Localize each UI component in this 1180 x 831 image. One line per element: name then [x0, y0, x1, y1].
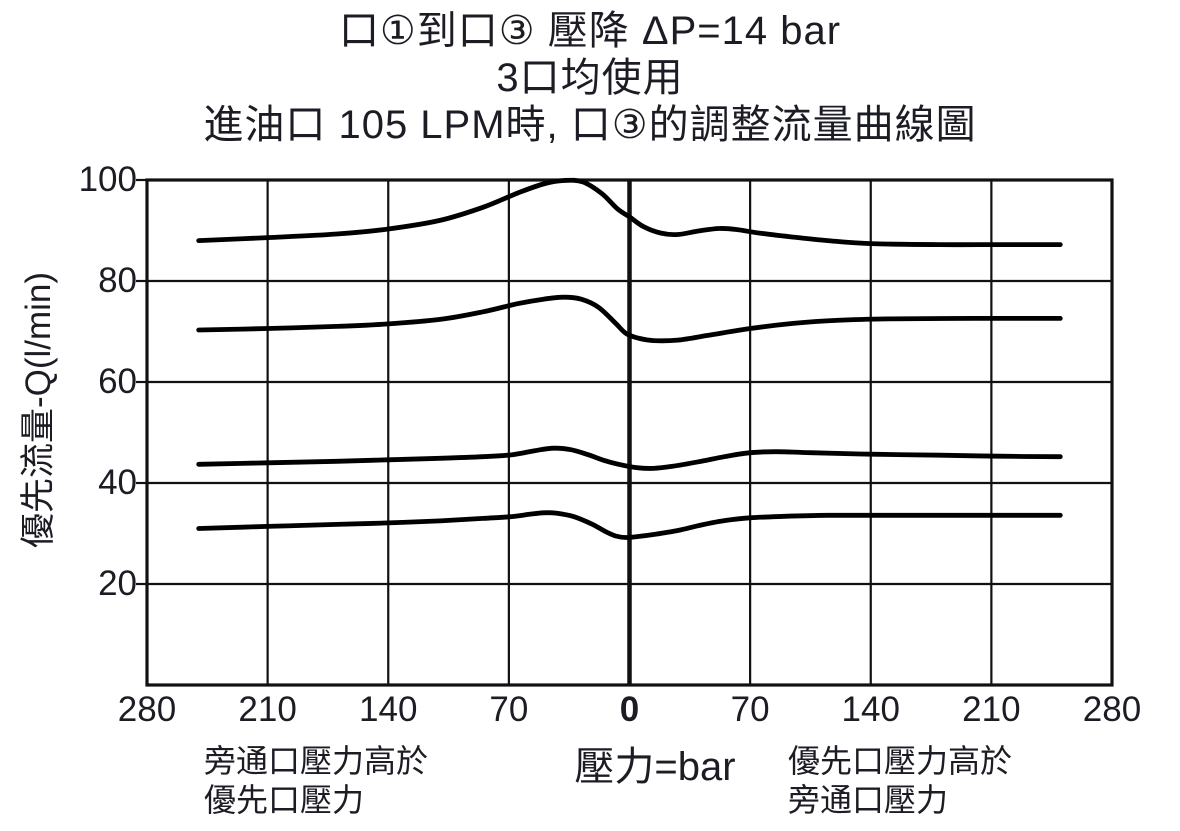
flow-curve-setting-3	[196, 294, 1063, 344]
plot-border	[145, 178, 1114, 687]
x-tick-label-right-210: 210	[962, 690, 1021, 729]
flow-curve-setting-2	[196, 445, 1063, 471]
x-tick-label-0: 0	[619, 690, 640, 729]
x-tick-label-right-280: 280	[1082, 690, 1142, 729]
y-tick-label-40: 40	[98, 463, 137, 502]
y-tick-label-60: 60	[98, 362, 137, 401]
x-tick-label-left-140: 140	[359, 690, 418, 729]
y-tick-label-100: 100	[78, 160, 137, 199]
flow-curve-setting-4-highest-flow	[196, 177, 1063, 248]
annotation-left-line-2: 優先口壓力	[204, 782, 365, 818]
x-tick-label-left-280: 280	[117, 690, 177, 729]
annotation-right-line-1: 優先口壓力高於	[788, 743, 1013, 779]
x-tick-label-left-210: 210	[238, 690, 297, 729]
annotation-left-line-1: 旁通口壓力高於	[204, 743, 429, 779]
x-tick-label-right-140: 140	[841, 690, 900, 729]
chart-title: 口①到口③ 壓降 ΔP=14 bar 3口均使用 進油口 105 LPM時, 口…	[0, 8, 1180, 149]
flow-curve-setting-1-lowest-flow	[196, 510, 1063, 540]
chart-title-line-2: 3口均使用	[496, 56, 684, 100]
annotation-priority-pressure-higher: 優先口壓力高於 旁通口壓力	[788, 742, 1012, 820]
x-tick-label-right-70: 70	[730, 690, 770, 729]
x-tick-label-left-70: 70	[489, 690, 529, 729]
x-axis-title: 壓力=bar	[574, 745, 736, 789]
y-tick-label-20: 20	[98, 564, 137, 603]
annotation-right-line-2: 旁通口壓力	[788, 782, 949, 818]
chart-title-line-3: 進油口 105 LPM時, 口③的調整流量曲線圖	[203, 103, 977, 147]
y-tick-label-80: 80	[98, 261, 137, 300]
chart-title-line-1: 口①到口③ 壓降 ΔP=14 bar	[338, 9, 842, 53]
annotation-bypass-pressure-higher: 旁通口壓力高於 優先口壓力	[204, 742, 428, 820]
